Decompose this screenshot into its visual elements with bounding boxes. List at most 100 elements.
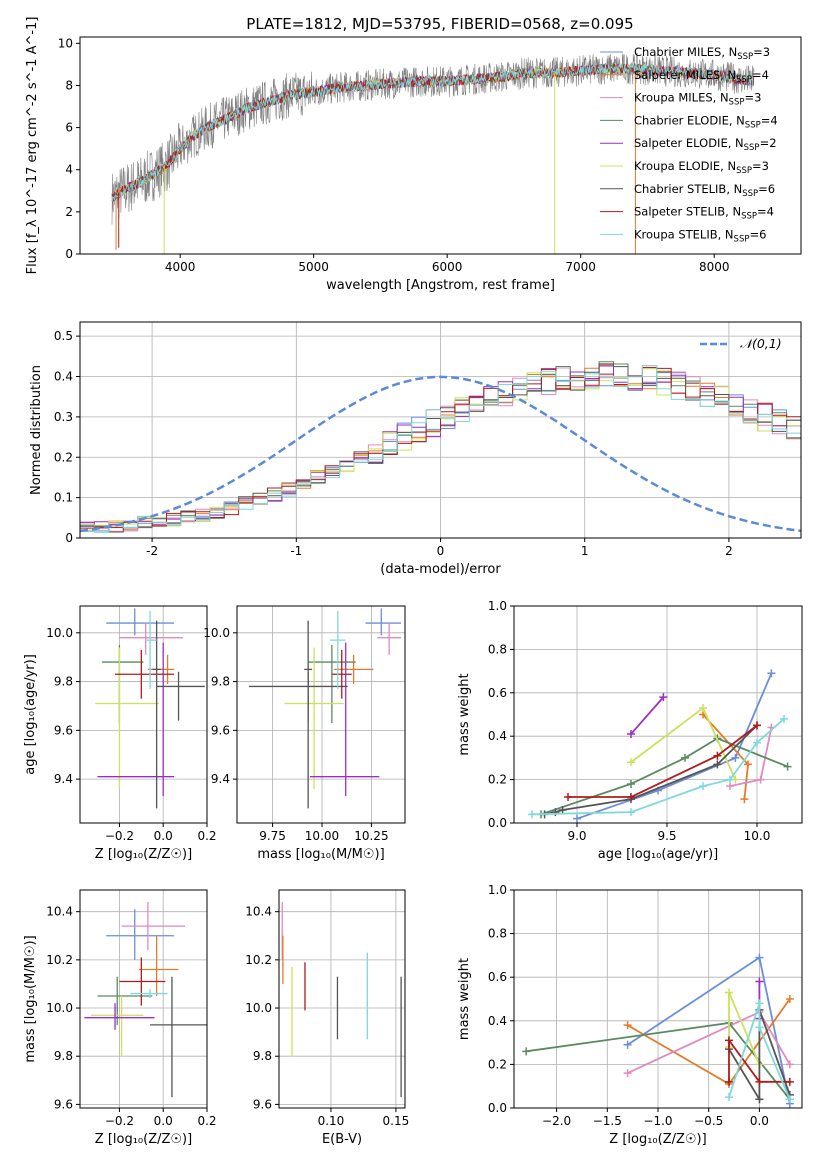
weight-marker (753, 721, 761, 730)
y-tick-label: 0.0 (488, 816, 507, 830)
plot-area (281, 902, 402, 1098)
y-tick-label: 0.3 (54, 410, 73, 424)
plot-area (111, 52, 755, 254)
x-tick-label: 10.0 (744, 829, 771, 843)
x-tick-label: 2 (725, 544, 733, 558)
weight-marker (623, 1021, 632, 1030)
x-axis-label: age [log₁₀(age/yr)] (598, 847, 719, 862)
y-tick-label: 10.4 (245, 905, 272, 919)
weight-marker (699, 703, 707, 712)
weight-marker (724, 1036, 733, 1045)
weight-marker (564, 792, 572, 801)
x-tick-label: −0.2 (105, 1114, 134, 1128)
weight-marker (785, 1077, 794, 1086)
weight-marker (724, 988, 733, 997)
axes-frame (79, 605, 208, 824)
weight-marker (731, 753, 740, 762)
residuals-panel: -2 -1 0 1 2 0 0.1 0.2 0.3 0.4 0.5 (data-model)/erro… (29, 321, 802, 577)
x-tick-label: 0.2 (197, 1114, 216, 1128)
legend-entry-main: Kroupa ELODIE, N (634, 159, 736, 173)
weight-marker (767, 669, 776, 678)
y-tick-label: 9.8 (54, 1049, 73, 1063)
plot-area (84, 902, 207, 1098)
legend-entry-main: Chabrier MILES, N (634, 45, 737, 59)
x-tick-label: 9.0 (567, 829, 586, 843)
legend-entry-sub: SSP (736, 75, 752, 85)
x-tick-label: 0.10 (318, 1114, 345, 1128)
y-tick-label: 9.8 (211, 675, 230, 689)
legend-entry-tail: =4 (752, 68, 769, 82)
y-tick-label: 0.4 (488, 1014, 507, 1028)
weight-marker (753, 738, 761, 747)
histogram-kroupa_elodie (80, 368, 801, 538)
legend-entry-sub: SSP (741, 212, 757, 222)
weight-marker (627, 792, 635, 801)
weight-marker (713, 760, 722, 769)
y-tick-label: 0 (65, 247, 73, 261)
weight-marker (783, 762, 792, 771)
plot-area (95, 608, 205, 809)
legend-entry: 𝒩(0,1) (740, 336, 782, 351)
plot-area (248, 608, 402, 809)
legend-entry: Kroupa MILES, NSSP=3 (634, 91, 761, 108)
y-tick-label: 0.1 (54, 491, 73, 505)
weight-line-salpeter_elodie (630, 696, 665, 735)
y-tick-label: 0.0 (488, 1101, 507, 1115)
legend-entry-main: Salpeter MILES, N (634, 68, 736, 82)
y-tick-label: 2 (65, 205, 73, 219)
weight-marker (627, 730, 635, 739)
x-axis-label: Z [log₁₀(Z/Z☉)] (609, 1132, 706, 1147)
weight-line-salpeter_stelib (728, 1037, 790, 1083)
y-tick-label: 9.4 (211, 772, 230, 786)
y-tick-label: 0 (65, 531, 73, 545)
y-tick-label: 10.0 (46, 626, 73, 640)
axes-frame (236, 605, 406, 824)
x-tick-label: 0.0 (154, 829, 173, 843)
legend-entry-tail: =3 (744, 91, 761, 105)
weight-marker (744, 760, 752, 769)
y-tick-label: 10.0 (203, 626, 230, 640)
weight-marker (740, 795, 749, 804)
x-tick-label: 0 (437, 544, 445, 558)
y-axis-label: mass [log₁₀(M/M☉)] (23, 935, 38, 1062)
weight-marker (755, 953, 764, 962)
weight-marker (623, 1069, 632, 1078)
weight-marker (755, 1077, 764, 1086)
x-tick-label: -1 (290, 544, 302, 558)
y-tick-label: 9.8 (54, 675, 73, 689)
legend-entry-sub: SSP (745, 120, 761, 130)
x-axis-label: (data-model)/error (380, 562, 501, 577)
legend-entry-sub: SSP (734, 234, 750, 244)
y-tick-label: 9.6 (211, 723, 230, 737)
legend-entry-sub: SSP (744, 143, 760, 153)
legend-entry: Chabrier MILES, NSSP=3 (634, 45, 770, 62)
legend-entry: Salpeter MILES, NSSP=4 (634, 68, 769, 85)
y-tick-label: 8 (65, 78, 73, 92)
z-mass-panel: −0.2 0.0 0.2 9.6 9.8 10.0 10.2 10.4 Z [log₁₀(Z/Z… (23, 889, 217, 1147)
x-axis-label: wavelength [Angstrom, rest frame] (326, 278, 555, 293)
x-tick-label: 0.0 (154, 1114, 173, 1128)
histogram-salpeter_stelib (80, 366, 801, 538)
legend-entry-sub: SSP (729, 98, 745, 108)
axes-frame (79, 36, 802, 255)
y-tick-label: 0.6 (488, 686, 507, 700)
y-tick-label: 0.2 (488, 1057, 507, 1071)
weight-marker (785, 1060, 794, 1069)
axes-frame (278, 889, 406, 1109)
y-tick-label: 6 (65, 121, 73, 135)
x-axis-label: mass [log₁₀(M/M☉)] (257, 847, 384, 862)
y-axis-label: Normed distribution (29, 365, 44, 495)
weight-line-chabrier_elodie (540, 737, 788, 816)
x-tick-label: -2 (146, 544, 158, 558)
y-tick-label: 10.2 (245, 953, 272, 967)
histogram-kroupa_stelib (80, 365, 801, 538)
legend-entry: Kroupa ELODIE, NSSP=3 (634, 159, 769, 176)
y-tick-label: 10.4 (46, 905, 73, 919)
weight-marker (755, 977, 764, 986)
weight-marker (551, 808, 560, 817)
x-tick-label: −1.5 (593, 1114, 622, 1128)
plot-area (522, 953, 794, 1108)
weight-line-kroupa_stelib (728, 1003, 791, 1100)
weight-marker (659, 693, 668, 702)
weight-marker (780, 714, 788, 723)
